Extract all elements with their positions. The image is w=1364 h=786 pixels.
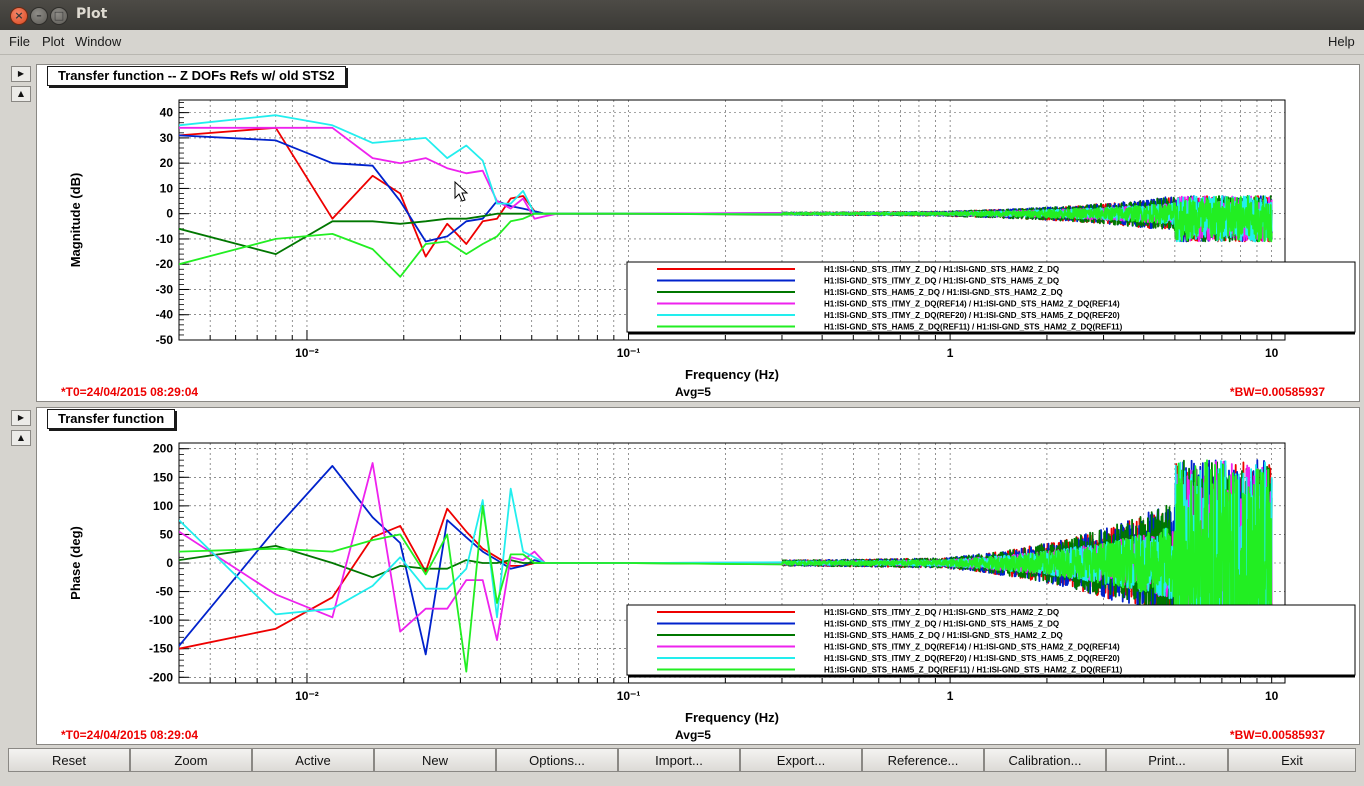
y-tick-label: -200 xyxy=(149,670,173,684)
close-window-button[interactable]: × xyxy=(10,7,28,25)
x-tick-label: 10⁻¹ xyxy=(617,689,641,703)
legend-entry-label: H1:ISI-GND_STS_ITMY_Z_DQ / H1:ISI-GND_ST… xyxy=(824,265,1059,274)
minimize-window-button[interactable]: – xyxy=(30,7,48,25)
import-button[interactable]: Import... xyxy=(618,748,740,772)
legend-entry-label: H1:ISI-GND_STS_HAM5_Z_DQ(REF11) / H1:ISI… xyxy=(824,323,1123,332)
maximize-icon: □ xyxy=(53,9,65,22)
close-icon: × xyxy=(14,9,24,22)
y-tick-label: 150 xyxy=(153,470,173,484)
x-tick-label: 10⁻² xyxy=(295,689,319,703)
y-tick-label: 50 xyxy=(160,527,174,541)
y-tick-label: -20 xyxy=(156,257,174,271)
x-tick-label: 10⁻¹ xyxy=(617,346,641,360)
legend-entry-label: H1:ISI-GND_STS_ITMY_Z_DQ / H1:ISI-GND_ST… xyxy=(824,608,1059,617)
y-tick-label: 200 xyxy=(153,442,173,456)
window-titlebar: × – □ Plot xyxy=(0,0,1364,30)
y-tick-label: 0 xyxy=(166,556,173,570)
triangle-up-icon: ▲ xyxy=(17,433,25,442)
y-axis-label: Phase (deg) xyxy=(68,526,83,600)
y-tick-label: 20 xyxy=(160,156,174,170)
exit-button[interactable]: Exit xyxy=(1228,748,1356,772)
y-tick-label: 30 xyxy=(160,131,174,145)
y-tick-label: -50 xyxy=(156,585,174,599)
series-line xyxy=(179,459,1273,673)
legend-entry-label: H1:ISI-GND_STS_HAM5_Z_DQ / H1:ISI-GND_ST… xyxy=(824,288,1063,297)
minimize-icon: – xyxy=(36,9,42,22)
menu-help[interactable]: Help xyxy=(1328,34,1355,49)
window-title: Plot xyxy=(76,6,108,22)
collapse-panel1-button[interactable]: ▲ xyxy=(11,86,31,102)
legend-entry-label: H1:ISI-GND_STS_ITMY_Z_DQ(REF20) / H1:ISI… xyxy=(824,311,1120,320)
y-tick-label: -50 xyxy=(156,333,174,347)
y-tick-label: -10 xyxy=(156,232,174,246)
menu-file[interactable]: File xyxy=(9,34,30,49)
legend-entry-label: H1:ISI-GND_STS_ITMY_Z_DQ / H1:ISI-GND_ST… xyxy=(824,620,1059,629)
plot-title: Transfer function xyxy=(47,409,176,429)
legend-entry-label: H1:ISI-GND_STS_ITMY_Z_DQ / H1:ISI-GND_ST… xyxy=(824,277,1059,286)
y-tick-label: -150 xyxy=(149,642,173,656)
magnitude-plot-panel[interactable]: Transfer function -- Z DOFs Refs w/ old … xyxy=(36,64,1360,402)
reset-button[interactable]: Reset xyxy=(8,748,130,772)
y-tick-label: 0 xyxy=(166,207,173,221)
y-tick-label: -100 xyxy=(149,613,173,627)
menu-plot[interactable]: Plot xyxy=(42,34,65,49)
averages-label: Avg=5 xyxy=(675,385,711,399)
button-bar: Reset Zoom Active New Options... Import.… xyxy=(8,748,1358,774)
collapse-panel2-button[interactable]: ▲ xyxy=(11,430,31,446)
x-axis-label: Frequency (Hz) xyxy=(685,710,779,725)
x-axis-label: Frequency (Hz) xyxy=(685,367,779,382)
legend-entry-label: H1:ISI-GND_STS_ITMY_Z_DQ(REF14) / H1:ISI… xyxy=(824,643,1120,652)
print-button[interactable]: Print... xyxy=(1106,748,1228,772)
phase-chart[interactable]: 200 150 100 50 0 -50 -100 -150 -200 10⁻² 10⁻¹ 1 10 Fr… xyxy=(37,408,1359,744)
y-tick-label: -30 xyxy=(156,282,174,296)
expand-panel2-button[interactable]: ▶ xyxy=(11,410,31,426)
calibration-button[interactable]: Calibration... xyxy=(984,748,1106,772)
legend-entry-label: H1:ISI-GND_STS_HAM5_Z_DQ(REF11) / H1:ISI… xyxy=(824,666,1123,675)
start-time-label: *T0=24/04/2015 08:29:04 xyxy=(61,728,198,742)
new-button[interactable]: New xyxy=(374,748,496,772)
y-tick-label: 40 xyxy=(160,106,174,120)
y-tick-label: 100 xyxy=(153,499,173,513)
legend-entry-label: H1:ISI-GND_STS_ITMY_Z_DQ(REF14) / H1:ISI… xyxy=(824,300,1120,309)
maximize-window-button[interactable]: □ xyxy=(50,7,68,25)
x-tick-label: 1 xyxy=(947,346,954,360)
triangle-right-icon: ▶ xyxy=(17,413,25,422)
legend-entry-label: H1:ISI-GND_STS_ITMY_Z_DQ(REF20) / H1:ISI… xyxy=(824,654,1120,663)
expand-panel1-button[interactable]: ▶ xyxy=(11,66,31,82)
x-tick-label: 1 xyxy=(947,689,954,703)
triangle-up-icon: ▲ xyxy=(17,89,25,98)
reference-button[interactable]: Reference... xyxy=(862,748,984,772)
options-button[interactable]: Options... xyxy=(496,748,618,772)
plot-title: Transfer function -- Z DOFs Refs w/ old … xyxy=(47,66,346,86)
y-tick-label: 10 xyxy=(160,181,174,195)
zoom-button[interactable]: Zoom xyxy=(130,748,252,772)
mouse-cursor-icon xyxy=(454,180,469,202)
y-tick-label: -40 xyxy=(156,308,174,322)
y-axis-label: Magnitude (dB) xyxy=(68,173,83,268)
legend-entry-label: H1:ISI-GND_STS_HAM5_Z_DQ / H1:ISI-GND_ST… xyxy=(824,631,1063,640)
triangle-right-icon: ▶ xyxy=(17,69,25,78)
start-time-label: *T0=24/04/2015 08:29:04 xyxy=(61,385,198,399)
menu-window[interactable]: Window xyxy=(75,34,122,49)
phase-plot-panel[interactable]: Transfer function 200 150 100 50 0 -50 -100 -15… xyxy=(36,407,1360,745)
active-button[interactable]: Active xyxy=(252,748,374,772)
x-tick-label: 10⁻² xyxy=(295,346,319,360)
export-button[interactable]: Export... xyxy=(740,748,862,772)
averages-label: Avg=5 xyxy=(675,728,711,742)
bandwidth-label: *BW=0.00585937 xyxy=(1230,728,1325,742)
x-tick-label: 10 xyxy=(1265,346,1279,360)
bandwidth-label: *BW=0.00585937 xyxy=(1230,385,1325,399)
x-tick-label: 10 xyxy=(1265,689,1279,703)
series-group xyxy=(179,114,1273,278)
series-line xyxy=(179,195,1273,278)
menu-bar: File Plot Window Help xyxy=(0,30,1364,55)
magnitude-chart[interactable]: 40 30 20 10 0 -10 -20 -30 -40 -50 10⁻² 10⁻¹ 1 10 Frequ… xyxy=(37,65,1359,401)
